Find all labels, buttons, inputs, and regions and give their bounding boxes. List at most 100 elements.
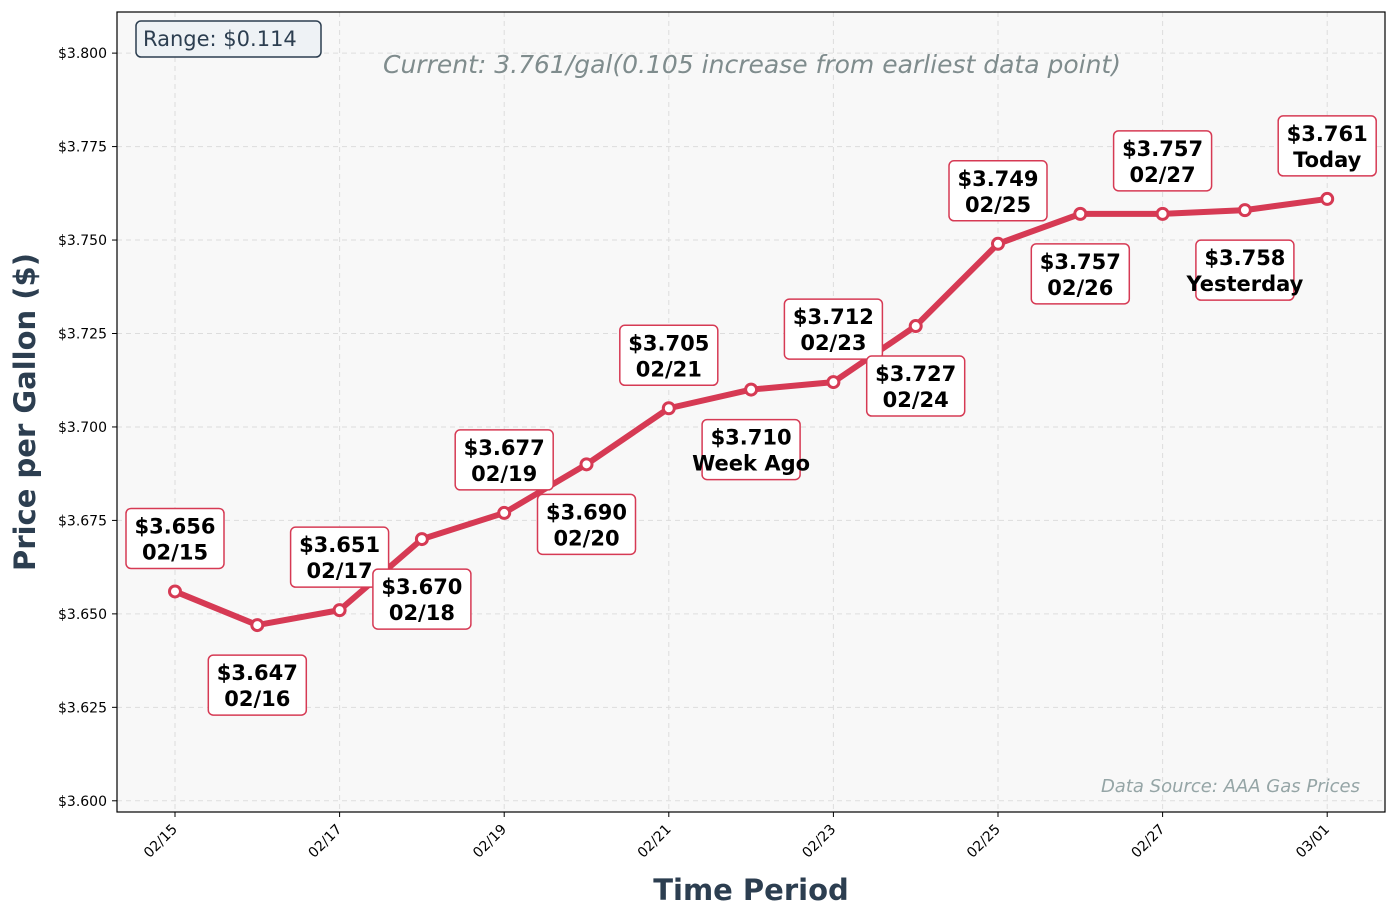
annotation-date: 02/24 xyxy=(883,388,949,412)
y-tick-label: $3.725 xyxy=(58,326,107,342)
y-axis-title: Price per Gallon ($) xyxy=(8,253,42,571)
annotation-box xyxy=(1112,130,1213,192)
annotation-box xyxy=(865,355,966,417)
data-point xyxy=(1320,191,1335,206)
annotation-price: $3.727 xyxy=(875,362,956,386)
annotation-box xyxy=(783,298,884,360)
x-tick-label: 02/19 xyxy=(470,822,510,862)
data-point xyxy=(414,532,429,547)
y-tick-label: $3.800 xyxy=(58,46,107,62)
y-tick-label: $3.625 xyxy=(58,700,107,716)
y-tick-label: $3.700 xyxy=(58,420,107,436)
x-tick-label: 03/01 xyxy=(1293,822,1333,862)
annotation-price: $3.647 xyxy=(217,661,298,685)
x-tick-label: 02/15 xyxy=(141,822,181,862)
data-point xyxy=(168,584,182,599)
annotation-price: $3.677 xyxy=(464,436,545,460)
annotation-price: $3.710 xyxy=(711,426,792,450)
annotation-date: 02/25 xyxy=(965,193,1031,217)
data-point xyxy=(744,382,759,397)
annotation-price: $3.690 xyxy=(546,500,627,524)
annotation-price: $3.651 xyxy=(299,533,380,557)
annotation-box xyxy=(372,568,472,630)
range-text: Range: $0.114 xyxy=(143,27,297,51)
point-labels: $3.65602/15$3.64702/16$3.65102/17$3.6700… xyxy=(125,115,1377,716)
y-tick-label: $3.750 xyxy=(58,233,107,249)
data-point xyxy=(826,375,841,390)
data-point xyxy=(661,401,676,416)
annotation-date: 02/26 xyxy=(1047,276,1113,300)
annotation-date: Today xyxy=(1293,148,1362,172)
annotation-price: $3.712 xyxy=(793,305,874,329)
data-point xyxy=(1237,203,1252,218)
y-tick-label: $3.600 xyxy=(58,794,107,810)
annotation-price: $3.670 xyxy=(381,575,462,599)
plot-frame xyxy=(116,11,1386,813)
annotation-date: Week Ago xyxy=(692,452,810,476)
annotation-date: 02/23 xyxy=(800,331,866,355)
range-box-frame xyxy=(135,20,322,58)
annotation-box xyxy=(536,493,637,556)
annotation-price: $3.757 xyxy=(1122,137,1203,161)
annotation-date: 02/15 xyxy=(142,540,208,564)
x-tick-label: 02/27 xyxy=(1129,822,1169,862)
annotation-price: $3.656 xyxy=(134,514,215,538)
x-axis: 02/15 02/17 02/19 02/21 02/23 02/25 02/27 03/01 xyxy=(141,812,1333,861)
source-note: Data Source: AAA Gas Prices xyxy=(1101,776,1360,797)
annotation-box xyxy=(289,526,390,588)
annotation-price: $3.758 xyxy=(1204,246,1285,270)
data-point xyxy=(908,319,923,334)
x-tick-label: 02/25 xyxy=(964,822,1004,862)
y-tick-label: $3.775 xyxy=(58,140,107,156)
annotation-date: 02/20 xyxy=(553,526,619,550)
annotation-date: 02/21 xyxy=(636,357,702,381)
annotation-date: Yesterday xyxy=(1185,272,1303,296)
chart-subtitle: Current: 3.761/gal(0.105 increase from e… xyxy=(383,50,1121,79)
y-tick-label: $3.675 xyxy=(58,513,107,529)
annotation-box xyxy=(1030,243,1131,305)
data-point xyxy=(250,618,265,633)
data-point xyxy=(991,236,1005,251)
annotation-date: 02/17 xyxy=(307,559,373,583)
annotation-date: 02/18 xyxy=(389,601,455,625)
annotation-price: $3.705 xyxy=(628,331,709,355)
annotation-date: 02/19 xyxy=(471,462,537,486)
x-tick-label: 02/23 xyxy=(799,822,839,862)
data-point xyxy=(497,505,512,520)
annotation-box xyxy=(454,429,554,491)
annotation-box xyxy=(125,507,225,570)
data-point xyxy=(1155,206,1170,221)
annotation-box xyxy=(1195,239,1295,301)
annotation-date: 02/16 xyxy=(224,687,290,711)
annotation-price: $3.749 xyxy=(957,167,1038,191)
x-tick-label: 02/21 xyxy=(635,822,675,862)
annotation-box xyxy=(207,654,308,716)
annotation-box xyxy=(701,418,801,481)
annotation-date: 02/27 xyxy=(1130,163,1196,187)
annotation-box xyxy=(948,160,1048,222)
y-axis: $3.600 $3.625 $3.650 $3.675 $3.700 $3.725 $3.7… xyxy=(58,46,117,810)
data-point xyxy=(332,603,347,618)
x-tick-label: 02/17 xyxy=(306,822,346,862)
annotation-price: $3.757 xyxy=(1040,250,1121,274)
data-point xyxy=(1073,206,1088,221)
annotation-box xyxy=(1277,115,1377,177)
annotation-box xyxy=(619,324,719,387)
y-tick-label: $3.650 xyxy=(58,607,107,623)
